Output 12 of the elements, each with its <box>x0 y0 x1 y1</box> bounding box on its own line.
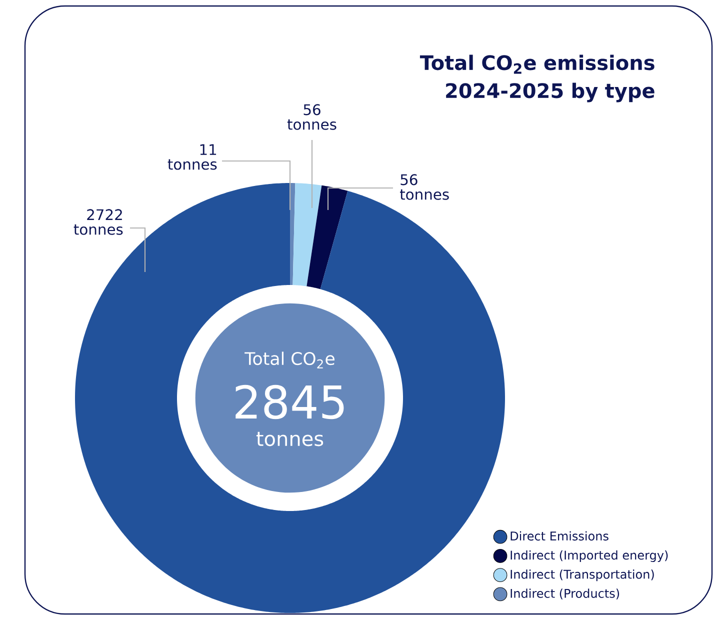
text: Total CO$_{2}$e <box>244 352 334 368</box>
text: 2845 <box>236 384 344 420</box>
chart-title: Total CO$_{2}$e emissions 2024-2025 by type <box>420 54 654 102</box>
legend-label: Indirect (Transportation) <box>510 570 654 582</box>
legend-label: Indirect (Products) <box>510 588 620 600</box>
data-label: 56 tonnes <box>400 174 449 200</box>
text: tonnes <box>256 432 324 446</box>
legend-label: Direct Emissions <box>510 531 608 541</box>
data-label: 2722 tonnes <box>74 209 123 235</box>
data-label: 56 tonnes <box>287 104 336 130</box>
legend-label: Indirect (Imported energy) <box>510 550 668 562</box>
data-label: 11 tonnes <box>168 144 217 170</box>
